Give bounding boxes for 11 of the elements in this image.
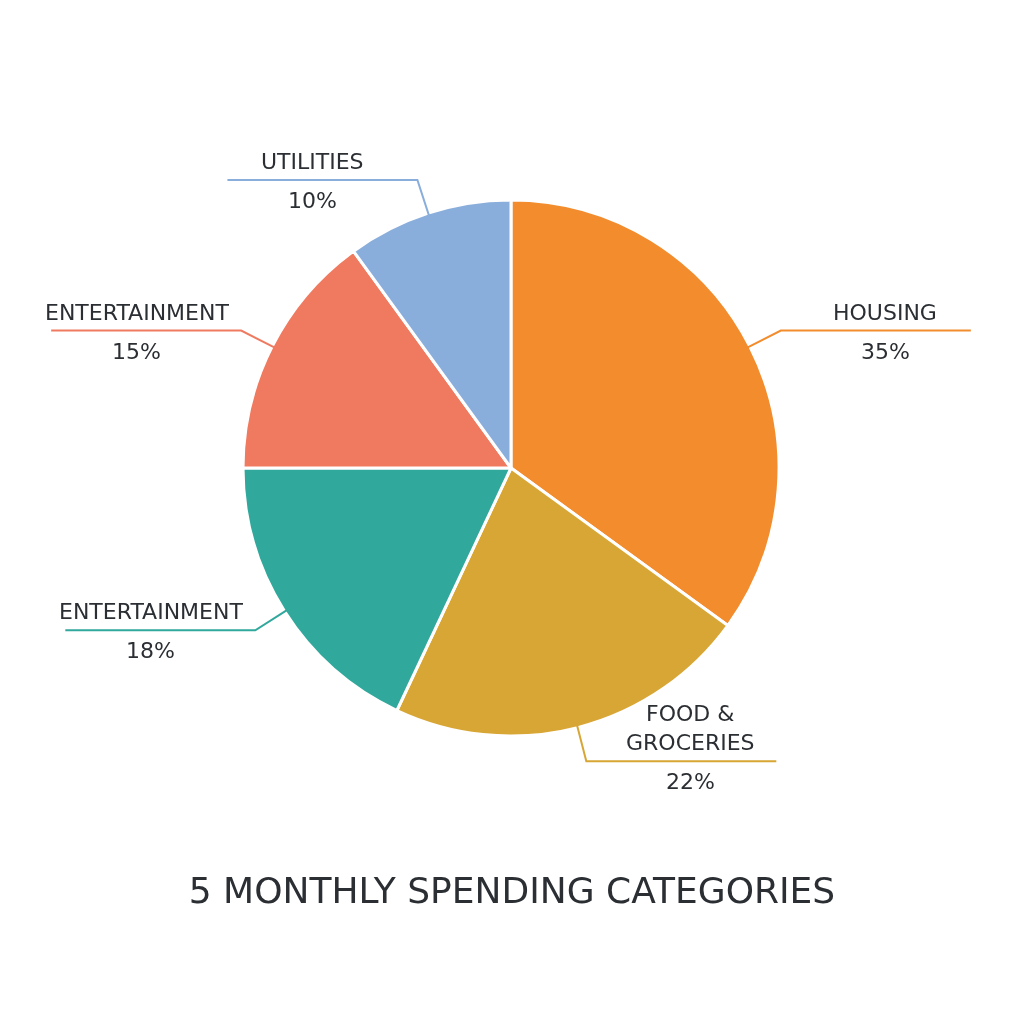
data-label: 10% <box>288 188 337 213</box>
slice-label: ENTERTAINMENT <box>45 300 230 325</box>
slice-label: HOUSING <box>833 300 937 325</box>
data-label: 22% <box>666 769 715 794</box>
data-label: 18% <box>126 638 175 663</box>
slice-label: ENTERTAINMENT <box>59 599 244 624</box>
slice-label: UTILITIES <box>261 149 364 174</box>
slice-label: FOOD & GROCERIES <box>626 701 755 755</box>
text: 5 MONTHLY SPENDING CATEGORIES <box>188 869 836 911</box>
data-label: 15% <box>112 339 161 364</box>
data-label: 35% <box>861 339 910 364</box>
